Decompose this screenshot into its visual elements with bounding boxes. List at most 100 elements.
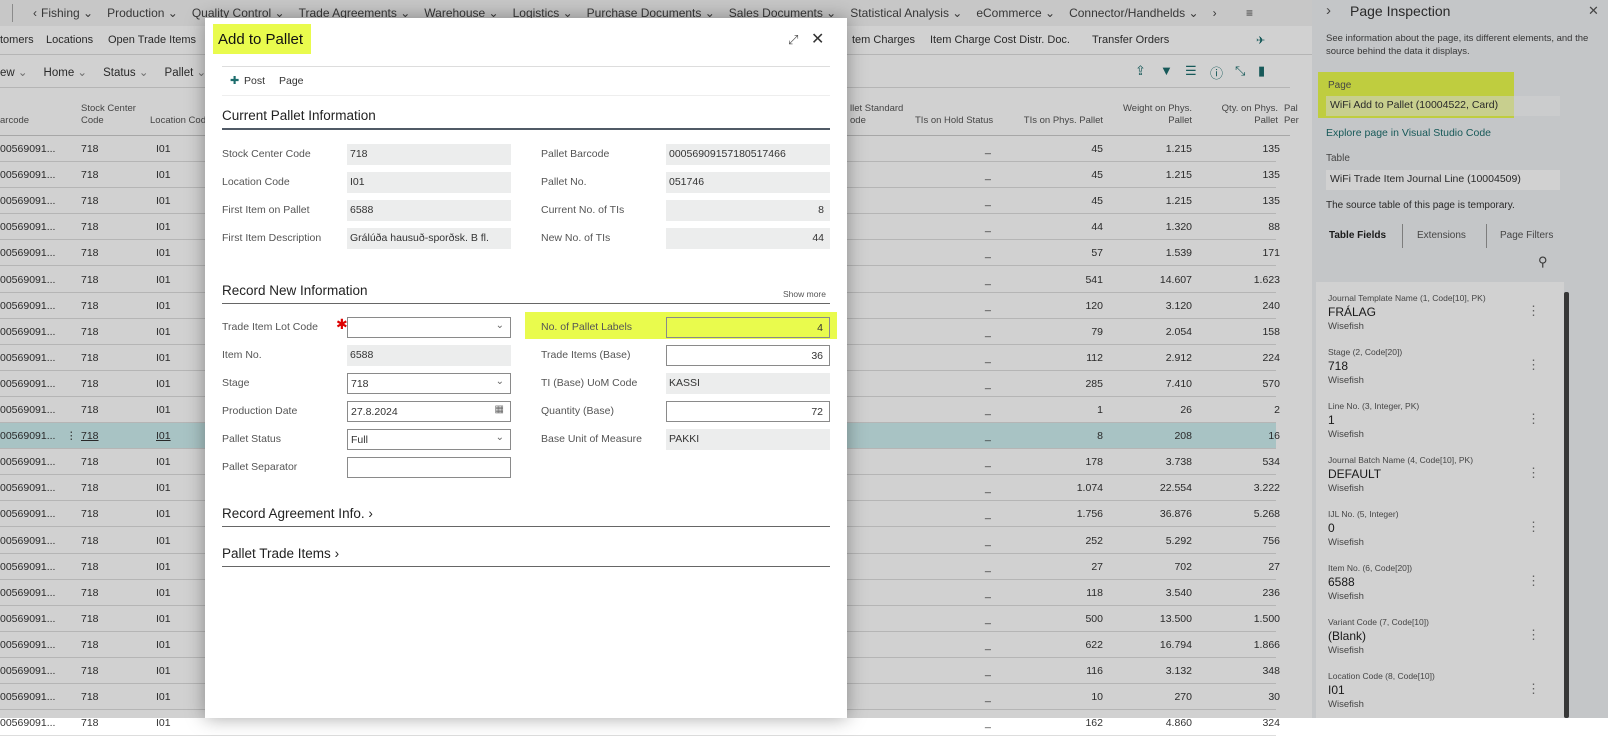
cell-stock-center-code[interactable]: 718 [81, 325, 99, 338]
cell-barcode[interactable]: 00569091... [0, 273, 56, 286]
field-input[interactable]: 718 ⌄ [347, 373, 511, 394]
field-input[interactable]: 36 [666, 345, 830, 366]
field-input[interactable]: Full ⌄ [347, 429, 511, 450]
field-card[interactable]: Journal Batch Name (4, Code[10], PK) DEFA… [1318, 449, 1548, 499]
cell-stock-center-code[interactable]: 718 [81, 665, 99, 677]
cell-stock-center-code[interactable]: 718 [81, 560, 99, 573]
section-current-pallet[interactable]: Current Pallet Information [222, 108, 830, 130]
cell-location-code[interactable]: I01 [156, 586, 171, 599]
cell-location-code[interactable]: I01 [156, 247, 171, 260]
cell-location-code[interactable]: I01 [156, 717, 171, 730]
col-weight[interactable]: Weight on Phys. Pallet [1122, 103, 1192, 126]
nav-item[interactable]: Connector/Handhelds ⌄ [1069, 6, 1198, 20]
nav-next-icon[interactable]: › [1212, 6, 1217, 20]
tab-page-filters[interactable]: Page Filters [1500, 230, 1554, 241]
nav-item[interactable]: Statistical Analysis ⌄ [850, 6, 962, 20]
nav-item[interactable]: Sales Documents ⌄ [729, 6, 836, 20]
tab-table-fields[interactable]: Table Fields [1329, 230, 1387, 241]
chevron-down-icon[interactable]: ⌄ [495, 376, 504, 387]
cell-stock-center-code[interactable]: 718 [81, 612, 99, 625]
share-icon[interactable]: ⇪ [1135, 63, 1146, 78]
cell-stock-center-code[interactable]: 718 [81, 456, 99, 469]
cell-barcode[interactable]: 00569091... [0, 377, 56, 390]
nav-item[interactable]: Fishing ⌄ [41, 6, 93, 20]
cell-stock-center-code[interactable]: 718 [81, 534, 99, 547]
link-item[interactable]: Open Trade Items [108, 34, 197, 46]
pin-icon[interactable]: ✈ [1256, 35, 1266, 47]
action-menu[interactable]: ew ⌄ [0, 65, 28, 79]
cell-stock-center-code[interactable]: 718 [81, 508, 99, 521]
cell-stock-center-code[interactable]: 718 [81, 377, 99, 390]
col-location[interactable]: Location Code [150, 115, 212, 126]
cell-location-code[interactable]: I01 [156, 430, 171, 443]
nav-item[interactable]: eCommerce ⌄ [976, 6, 1055, 20]
cell-location-code[interactable]: I01 [156, 325, 171, 338]
more-options-icon[interactable]: ⋮ [1527, 573, 1540, 588]
nav-prev-icon[interactable]: ‹ [33, 6, 37, 20]
field-card[interactable]: Stage (2, Code[20]) 718 Wisefish ⋮ [1318, 341, 1548, 391]
cell-location-code[interactable]: I01 [156, 612, 171, 625]
cell-location-code[interactable]: I01 [156, 691, 171, 704]
hamburger-menu-icon[interactable]: ≡ [1246, 6, 1254, 20]
tab-extensions[interactable]: Extensions [1417, 230, 1466, 241]
link-item[interactable]: Transfer Orders [1092, 34, 1170, 46]
cell-barcode[interactable]: 00569091... [0, 299, 56, 312]
more-options-icon[interactable]: ⋮ [1527, 303, 1540, 318]
page-menu-button[interactable]: Page [279, 75, 304, 87]
chevron-down-icon[interactable]: ⌄ [495, 320, 504, 331]
cell-location-code[interactable]: I01 [156, 299, 171, 312]
cell-stock-center-code[interactable]: 718 [81, 247, 99, 260]
more-options-icon[interactable]: ⋮ [1527, 681, 1540, 696]
cell-stock-center-code[interactable]: 718 [81, 351, 99, 364]
cell-location-code[interactable]: I01 [156, 638, 171, 651]
cell-stock-center-code[interactable]: 718 [81, 195, 99, 208]
nav-item[interactable]: Quality Control ⌄ [192, 6, 285, 20]
more-options-icon[interactable]: ⋮ [1527, 465, 1540, 480]
list-icon[interactable]: ☰ [1185, 63, 1197, 78]
cell-barcode[interactable]: 00569091... [0, 560, 56, 573]
cell-location-code[interactable]: I01 [156, 351, 171, 364]
cell-location-code[interactable]: I01 [156, 377, 171, 390]
bookmark-icon[interactable]: ▮ [1258, 63, 1266, 78]
field-input[interactable] [347, 457, 511, 478]
cell-barcode[interactable]: 00569091... [0, 221, 56, 234]
cell-stock-center-code[interactable]: 718 [81, 586, 99, 599]
cell-location-code[interactable]: I01 [156, 665, 171, 677]
expand-icon[interactable]: ⤢ [788, 32, 799, 47]
cell-stock-center-code[interactable]: 718 [81, 482, 99, 495]
more-options-icon[interactable]: ⋮ [1527, 627, 1540, 642]
col-pallet-standard[interactable]: llet Standard ode [850, 103, 904, 126]
cell-barcode[interactable]: 00569091... [0, 717, 56, 730]
post-button[interactable]: Post [244, 75, 266, 87]
cell-barcode[interactable]: 00569091... [0, 586, 56, 599]
section-record-new[interactable]: Record New Information [222, 283, 830, 304]
show-more-link[interactable]: Show more [783, 289, 826, 299]
cell-barcode[interactable]: 00569091... [0, 351, 56, 364]
section-record-agreement[interactable]: Record Agreement Info. › [222, 506, 830, 527]
col-barcode[interactable]: arcode [0, 115, 30, 126]
cell-location-code[interactable]: I01 [156, 534, 171, 547]
cell-location-code[interactable]: I01 [156, 169, 171, 182]
cell-location-code[interactable]: I01 [156, 404, 171, 416]
link-item[interactable]: Locations [46, 34, 94, 46]
cell-barcode[interactable]: 00569091... [0, 325, 56, 338]
cell-stock-center-code[interactable]: 718 [81, 404, 99, 416]
nav-item[interactable]: Production ⌄ [107, 6, 178, 20]
field-input[interactable]: ⌄ [347, 317, 511, 338]
field-input[interactable]: 4 [666, 317, 830, 338]
cell-barcode[interactable]: 00569091... [0, 143, 56, 155]
cell-stock-center-code[interactable]: 718 [81, 169, 99, 182]
cell-location-code[interactable]: I01 [156, 508, 171, 521]
field-input[interactable]: 72 [666, 401, 830, 422]
field-card[interactable]: Item No. (6, Code[20]) 6588 Wisefish ⋮ [1318, 557, 1548, 607]
cell-location-code[interactable]: I01 [156, 560, 171, 573]
cell-stock-center-code[interactable]: 718 [81, 691, 99, 704]
filter-icon[interactable]: ▼ [1160, 63, 1173, 78]
col-tis-hold[interactable]: TIs on Hold Status [915, 115, 994, 126]
nav-item[interactable]: Trade Agreements ⌄ [299, 6, 411, 20]
more-options-icon[interactable]: ⋮ [1527, 411, 1540, 426]
link-item[interactable]: tomers [0, 34, 34, 46]
collapse-chevron-icon[interactable]: › [1326, 2, 1331, 19]
cell-barcode[interactable]: 00569091... [0, 638, 56, 651]
close-icon[interactable]: ✕ [811, 31, 825, 48]
